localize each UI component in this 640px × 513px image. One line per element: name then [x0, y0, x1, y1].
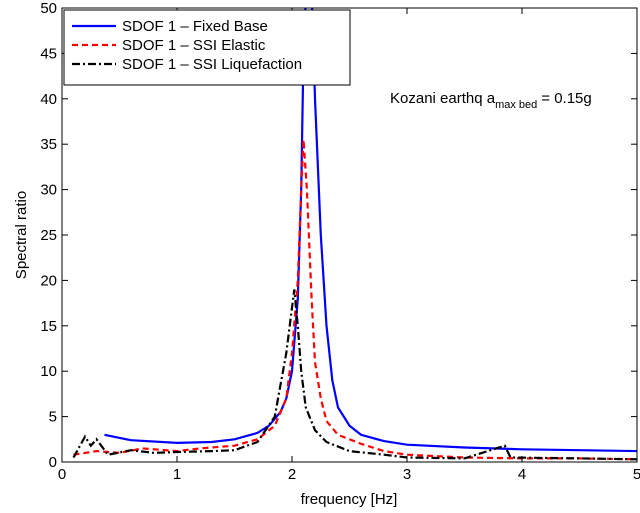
- x-tick-label: 5: [633, 466, 640, 483]
- legend-box: [63, 9, 351, 86]
- y-tick-label: 30: [40, 182, 57, 199]
- plot-area: [72, 8, 637, 461]
- y-tick-label: 5: [49, 409, 57, 426]
- x-tick-label: 1: [173, 466, 181, 483]
- x-tick-label: 0: [58, 466, 66, 483]
- series-line: [72, 289, 637, 461]
- y-tick-label: 25: [40, 227, 57, 244]
- annotation-suffix: = 0.15g: [541, 90, 591, 107]
- legend-label: SDOF 1 – SSI Liquefaction: [122, 56, 302, 73]
- y-tick-label: 0: [49, 454, 57, 471]
- y-tick-label: 45: [40, 45, 57, 62]
- x-tick-label: 4: [518, 466, 526, 483]
- series-line: [73, 139, 637, 461]
- y-tick-label: 50: [40, 0, 57, 17]
- y-tick-label: 35: [40, 136, 57, 153]
- x-tick-label: 3: [403, 466, 411, 483]
- y-tick-label: 40: [40, 91, 57, 108]
- y-tick-label: 15: [40, 318, 57, 335]
- annotation-text: Kozani earthq a: [390, 90, 496, 107]
- annotation: Kozani earthq amax bed = 0.15g: [390, 90, 592, 111]
- annotation-subscript: max bed: [495, 99, 537, 111]
- legend-label: SDOF 1 – Fixed Base: [122, 18, 268, 35]
- y-axis-label: Spectral ratio: [13, 191, 30, 279]
- x-tick-label: 2: [288, 466, 296, 483]
- legend-label: SDOF 1 – SSI Elastic: [122, 37, 266, 54]
- series-line: [104, 8, 637, 453]
- y-tick-label: 10: [40, 363, 57, 380]
- x-axis-label: frequency [Hz]: [301, 491, 398, 508]
- y-tick-label: 20: [40, 272, 57, 289]
